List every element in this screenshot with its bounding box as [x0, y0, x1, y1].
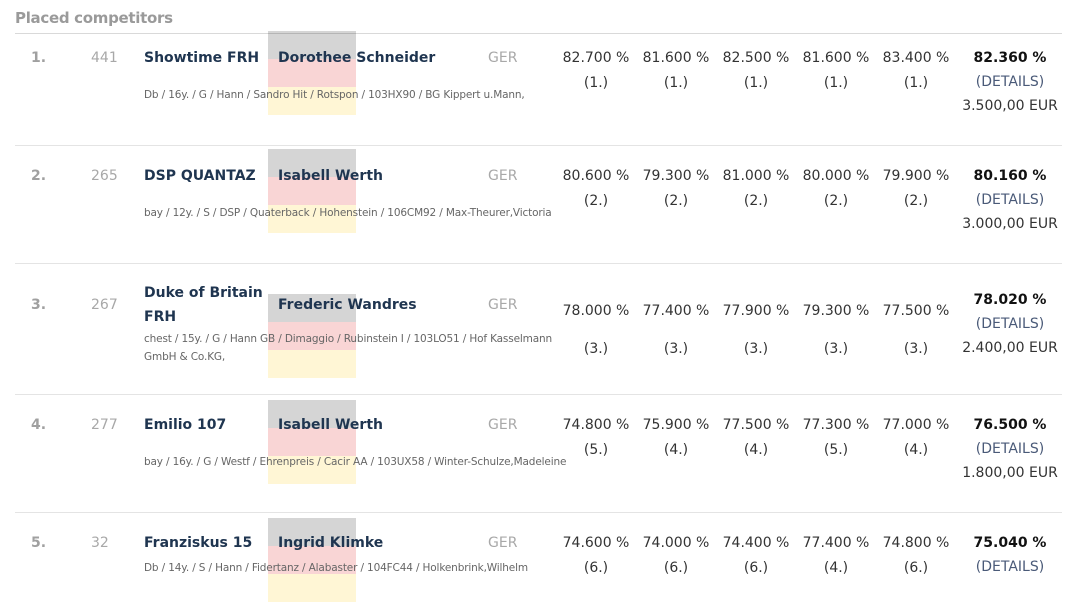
- prize-money: 1.800,00 EUR: [962, 465, 1058, 481]
- rank: 1.: [31, 50, 47, 66]
- nation-code: GER: [488, 417, 518, 433]
- table-row: 5. 32 Franziskus 15 Db / 14y. / S / Hann…: [15, 513, 1062, 603]
- judge-score-2: 74.000 % (6.): [642, 535, 710, 576]
- judge-score-5: 83.400 % (1.): [882, 50, 950, 91]
- rider-name[interactable]: Isabell Werth: [278, 168, 383, 184]
- total-score: 80.160 %: [973, 168, 1047, 184]
- rider-name[interactable]: Ingrid Klimke: [278, 535, 384, 551]
- prize-money: 3.500,00 EUR: [962, 98, 1058, 114]
- rank: 3.: [31, 297, 47, 313]
- horse-name[interactable]: Emilio 107: [144, 417, 227, 433]
- judge-score-4: 81.600 % (1.): [802, 50, 870, 91]
- result-cell: 82.360 % (DETAILS) 3.500,00 EUR: [955, 46, 1065, 118]
- judge-score-5: 79.900 % (2.): [882, 168, 950, 209]
- bib-number: 265: [91, 168, 118, 184]
- rider-name[interactable]: Frederic Wandres: [278, 297, 417, 313]
- rank: 2.: [31, 168, 47, 184]
- horse-details: Db / 16y. / G / Hann / Sandro Hit / Rots…: [144, 89, 525, 101]
- judge-score-3: 77.500 % (4.): [722, 417, 790, 458]
- prize-money: 3.000,00 EUR: [962, 216, 1058, 232]
- judge-score-2: 75.900 % (4.): [642, 417, 710, 458]
- total-score: 76.500 %: [973, 417, 1047, 433]
- horse-details: Db / 14y. / S / Hann / Fidertanz / Alaba…: [144, 562, 528, 574]
- judge-score-3: 82.500 % (1.): [722, 50, 790, 91]
- german-flag-icon: [268, 294, 356, 378]
- german-flag-icon: [268, 400, 356, 484]
- horse-name[interactable]: Duke of Britain FRH: [144, 285, 263, 325]
- result-cell: 75.040 % (DETAILS): [955, 531, 1065, 579]
- judge-score-3: 77.900 % (3.): [722, 303, 790, 357]
- bib-number: 277: [91, 417, 118, 433]
- horse-name[interactable]: Franziskus 15: [144, 535, 253, 551]
- german-flag-icon: [268, 518, 356, 602]
- judge-score-1: 80.600 % (2.): [562, 168, 630, 209]
- nation-code: GER: [488, 168, 518, 184]
- horse-name[interactable]: Showtime FRH: [144, 50, 260, 66]
- table-row: 1. 441 Showtime FRH Db / 16y. / G / Hann…: [15, 31, 1065, 146]
- horse-name[interactable]: DSP QUANTAZ: [144, 168, 256, 184]
- judge-score-2: 79.300 % (2.): [642, 168, 710, 209]
- judge-score-4: 77.400 % (4.): [802, 535, 870, 576]
- results-table: 1. 441 Showtime FRH Db / 16y. / G / Hann…: [15, 31, 1065, 603]
- judge-score-1: 74.800 % (5.): [562, 417, 630, 458]
- total-score: 82.360 %: [973, 50, 1047, 66]
- nation-code: GER: [488, 297, 518, 313]
- judge-score-2: 77.400 % (3.): [642, 303, 710, 357]
- rider-name[interactable]: Isabell Werth: [278, 417, 383, 433]
- judge-score-2: 81.600 % (1.): [642, 50, 710, 91]
- rank: 5.: [31, 535, 47, 551]
- table-row: 3. 267 Duke of Britain FRH chest / 15y. …: [15, 264, 1062, 395]
- table-row: 2. 265 DSP QUANTAZ bay / 12y. / S / DSP …: [15, 146, 1062, 264]
- judge-score-1: 74.600 % (6.): [562, 535, 630, 576]
- horse-details: bay / 12y. / S / DSP / Quaterback / Hohe…: [144, 207, 552, 219]
- section-title: Placed competitors: [15, 9, 173, 27]
- total-score: 75.040 %: [973, 535, 1047, 551]
- judge-score-5: 74.800 % (6.): [882, 535, 950, 576]
- result-cell: 76.500 % (DETAILS) 1.800,00 EUR: [955, 413, 1065, 485]
- prize-money: 2.400,00 EUR: [962, 340, 1058, 356]
- nation-code: GER: [488, 535, 518, 551]
- details-link[interactable]: (DETAILS): [975, 559, 1045, 575]
- horse-details: chest / 15y. / G / Hann GB / Dimaggio / …: [144, 333, 553, 363]
- details-link[interactable]: (DETAILS): [975, 316, 1045, 332]
- result-cell: 78.020 % (DETAILS) 2.400,00 EUR: [955, 288, 1065, 360]
- bib-number: 32: [91, 535, 109, 551]
- judge-score-5: 77.000 % (4.): [882, 417, 950, 458]
- judge-score-4: 80.000 % (2.): [802, 168, 870, 209]
- judge-score-3: 81.000 % (2.): [722, 168, 790, 209]
- total-score: 78.020 %: [973, 292, 1047, 308]
- table-row: 4. 277 Emilio 107 bay / 16y. / G / Westf…: [15, 395, 1062, 513]
- german-flag-icon: [268, 31, 356, 115]
- judge-score-4: 79.300 % (3.): [802, 303, 870, 357]
- details-link[interactable]: (DETAILS): [975, 441, 1045, 457]
- german-flag-icon: [268, 149, 356, 233]
- bib-number: 267: [91, 297, 118, 313]
- judge-score-4: 77.300 % (5.): [802, 417, 870, 458]
- rank: 4.: [31, 417, 47, 433]
- judge-score-1: 78.000 % (3.): [562, 303, 630, 357]
- judge-score-5: 77.500 % (3.): [882, 303, 950, 357]
- nation-code: GER: [488, 50, 518, 66]
- result-cell: 80.160 % (DETAILS) 3.000,00 EUR: [955, 164, 1065, 236]
- bib-number: 441: [91, 50, 118, 66]
- judge-score-1: 82.700 % (1.): [562, 50, 630, 91]
- details-link[interactable]: (DETAILS): [975, 74, 1045, 90]
- judge-score-3: 74.400 % (6.): [722, 535, 790, 576]
- horse-details: bay / 16y. / G / Westf / Ehrenpreis / Ca…: [144, 456, 567, 468]
- rider-name[interactable]: Dorothee Schneider: [278, 50, 436, 66]
- details-link[interactable]: (DETAILS): [975, 192, 1045, 208]
